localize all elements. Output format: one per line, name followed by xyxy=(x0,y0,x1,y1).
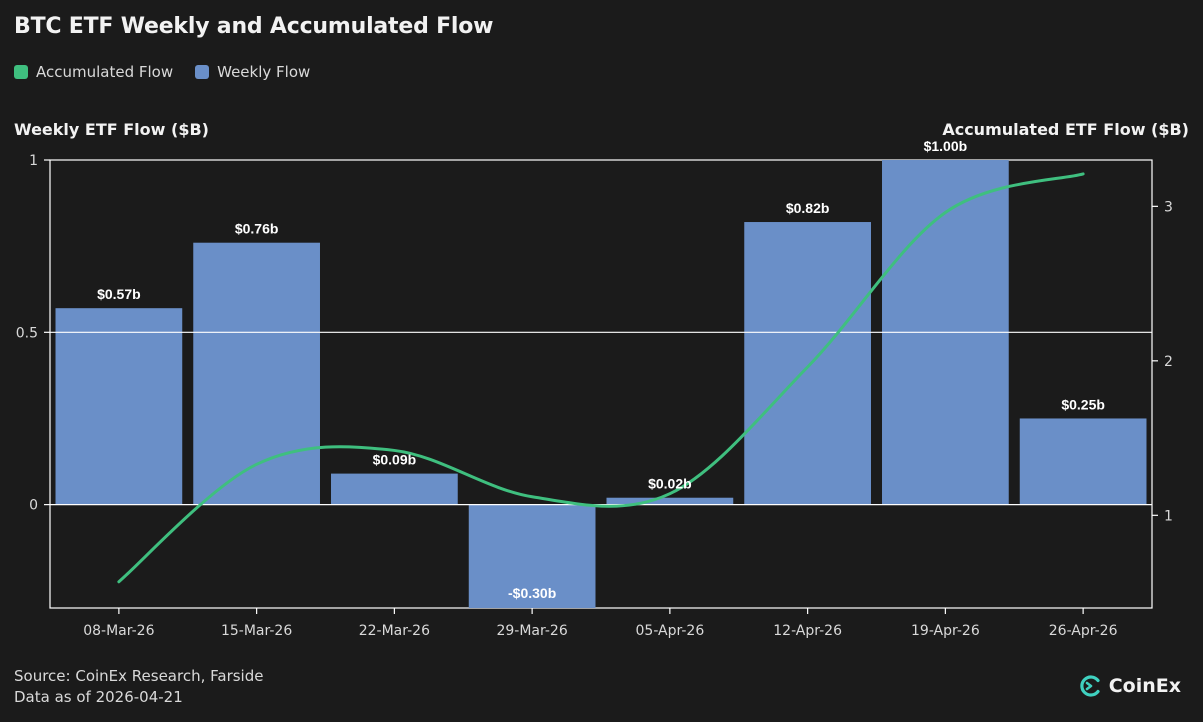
bar-weekly-flow xyxy=(468,504,596,608)
left-tick-label: 0 xyxy=(29,498,38,514)
x-tick-label: 26-Apr-26 xyxy=(1049,623,1118,639)
bar-data-label: $0.57b xyxy=(97,286,141,302)
legend-label-weekly: Weekly Flow xyxy=(217,63,311,81)
bar-weekly-flow xyxy=(606,497,734,505)
bar-data-label: $0.02b xyxy=(648,476,692,492)
bar-data-label: $0.09b xyxy=(373,452,417,468)
x-tick-label: 05-Apr-26 xyxy=(636,623,705,639)
bar-weekly-flow xyxy=(1019,418,1147,505)
x-tick-label: 08-Mar-26 xyxy=(83,623,154,639)
bar-weekly-flow xyxy=(193,242,320,505)
bar-data-label: $0.76b xyxy=(235,221,279,237)
x-tick-label: 15-Mar-26 xyxy=(221,623,292,639)
bar-data-label: $1.00b xyxy=(924,138,968,154)
legend: Accumulated Flow Weekly Flow xyxy=(14,63,310,81)
bar-weekly-flow xyxy=(55,308,183,505)
source-note: Source: CoinEx Research, Farside xyxy=(14,667,264,685)
brand-name: CoinEx xyxy=(1108,675,1181,697)
right-tick-label: 3 xyxy=(1164,199,1173,215)
weekly-swatch-icon xyxy=(195,65,210,79)
x-tick-label: 19-Apr-26 xyxy=(911,623,980,639)
left-tick-label: 1 xyxy=(29,153,38,169)
coinex-logo-icon xyxy=(1080,675,1100,697)
right-axis-title: Accumulated ETF Flow ($B) xyxy=(942,120,1189,139)
bar-data-label: $0.25b xyxy=(1061,396,1105,412)
right-tick-label: 2 xyxy=(1164,354,1173,370)
date-note: Data as of 2026-04-21 xyxy=(14,688,183,706)
x-tick-label: 29-Mar-26 xyxy=(496,623,567,639)
chart-title: BTC ETF Weekly and Accumulated Flow xyxy=(14,14,494,39)
bar-weekly-flow xyxy=(331,473,458,505)
legend-label-accumulated: Accumulated Flow xyxy=(36,63,174,81)
left-tick-label: 0.5 xyxy=(16,325,38,341)
accumulated-swatch-icon xyxy=(14,65,28,79)
bar-data-label: -$0.30b xyxy=(508,585,556,601)
brand: CoinEx xyxy=(1079,674,1181,698)
legend-item-weekly[interactable]: Weekly Flow xyxy=(195,63,310,81)
left-axis-title: Weekly ETF Flow ($B) xyxy=(14,120,209,139)
bar-weekly-flow xyxy=(744,222,871,505)
right-tick-label: 1 xyxy=(1164,508,1173,524)
x-tick-label: 12-Apr-26 xyxy=(773,623,842,639)
plot-frame xyxy=(49,159,1153,609)
bar-data-label: $0.82b xyxy=(786,200,830,216)
legend-item-accumulated[interactable]: Accumulated Flow xyxy=(14,63,173,81)
x-tick-label: 22-Mar-26 xyxy=(359,623,430,639)
footer: Source: CoinEx Research, Farside Data as… xyxy=(14,666,263,708)
line-accumulated-flow xyxy=(117,172,1085,584)
